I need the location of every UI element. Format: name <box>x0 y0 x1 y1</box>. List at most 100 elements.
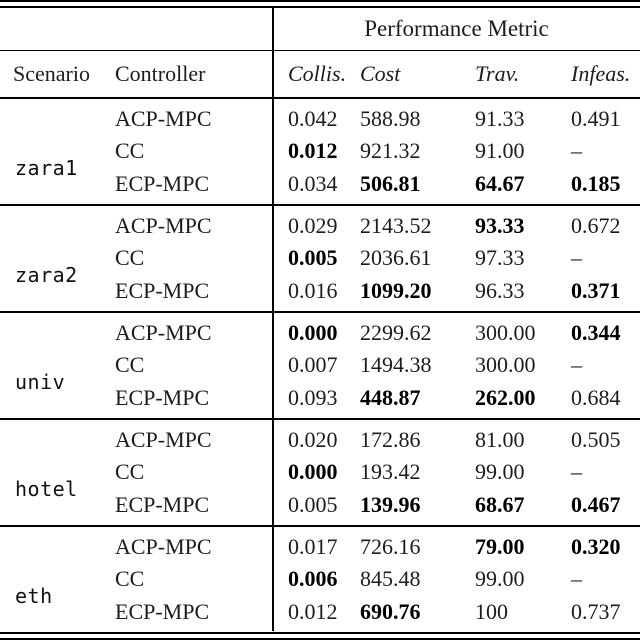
controller-name: CC <box>115 566 145 592</box>
scenario-label: univ <box>15 370 66 394</box>
cost-value: 506.81 <box>360 170 421 196</box>
controller-name: ECP-MPC <box>115 170 210 196</box>
trav-value: 93.33 <box>475 212 525 238</box>
scenario-label: eth <box>15 584 53 608</box>
cost-value: 448.87 <box>360 384 421 410</box>
rule-after-hotel <box>0 525 640 527</box>
infeas-value: 0.505 <box>571 426 621 452</box>
collis-value: 0.029 <box>288 212 338 238</box>
infeas-value: 0.737 <box>571 598 621 624</box>
collis-value: 0.012 <box>288 138 338 164</box>
scenario-block-hotel: hotel ACP-MPC 0.020 172.86 81.00 0.505 C… <box>0 419 640 526</box>
trav-value: 99.00 <box>475 566 525 592</box>
infeas-value: 0.371 <box>571 277 621 303</box>
rule-after-zara2 <box>0 311 640 313</box>
infeas-value: 0.344 <box>571 319 621 345</box>
rule-below-column-headers <box>0 96 640 99</box>
trav-value: 99.00 <box>475 459 525 485</box>
rule-after-univ <box>0 418 640 420</box>
scenario-label: zara1 <box>15 156 78 180</box>
collis-value: 0.020 <box>288 426 338 452</box>
table-row: ACP-MPC 0.020 172.86 81.00 0.505 <box>0 424 640 457</box>
table-bottom-rule-outer <box>0 637 640 640</box>
table-top-rule-outer <box>0 0 640 3</box>
trav-value: 91.00 <box>475 138 525 164</box>
cost-value: 1099.20 <box>360 277 432 303</box>
collis-value: 0.005 <box>288 245 338 271</box>
controller-name: ECP-MPC <box>115 277 210 303</box>
collis-value: 0.016 <box>288 277 338 303</box>
collis-value: 0.042 <box>288 105 338 131</box>
group-header-label: Performance Metric <box>364 16 549 41</box>
trav-value: 68.67 <box>475 491 525 517</box>
scenario-rows: ACP-MPC 0.000 2299.62 300.00 0.344 CC 0.… <box>0 312 640 419</box>
vertical-divider <box>272 8 274 632</box>
cost-value: 2299.62 <box>360 319 432 345</box>
scenario-block-eth: eth ACP-MPC 0.017 726.16 79.00 0.320 CC … <box>0 526 640 633</box>
trav-value: 262.00 <box>475 384 536 410</box>
cost-value: 726.16 <box>360 533 421 559</box>
table-row: ECP-MPC 0.005 139.96 68.67 0.467 <box>0 489 640 522</box>
trav-value: 300.00 <box>475 352 536 378</box>
scenario-rows: ACP-MPC 0.017 726.16 79.00 0.320 CC 0.00… <box>0 526 640 633</box>
table-row: CC 0.005 2036.61 97.33 – <box>0 242 640 275</box>
trav-value: 97.33 <box>475 245 525 271</box>
column-header-row: Scenario Controller Collis. Cost Trav. I… <box>0 51 640 96</box>
col-header-trav: Trav. <box>475 60 520 86</box>
scenario-label: hotel <box>15 477 78 501</box>
cost-value: 2143.52 <box>360 212 432 238</box>
scenario-rows: ACP-MPC 0.020 172.86 81.00 0.505 CC 0.00… <box>0 419 640 526</box>
table-row: CC 0.000 193.42 99.00 – <box>0 456 640 489</box>
scenario-block-univ: univ ACP-MPC 0.000 2299.62 300.00 0.344 … <box>0 312 640 419</box>
scenario-rows: ACP-MPC 0.029 2143.52 93.33 0.672 CC 0.0… <box>0 205 640 312</box>
table-row: CC 0.007 1494.38 300.00 – <box>0 349 640 382</box>
infeas-value: 0.491 <box>571 105 621 131</box>
controller-name: ACP-MPC <box>115 212 212 238</box>
infeas-value: – <box>571 459 582 485</box>
infeas-value: 0.672 <box>571 212 621 238</box>
infeas-value: – <box>571 138 582 164</box>
cost-value: 690.76 <box>360 598 421 624</box>
cost-value: 193.42 <box>360 459 421 485</box>
controller-name: ACP-MPC <box>115 319 212 345</box>
table-row: CC 0.012 921.32 91.00 – <box>0 135 640 168</box>
collis-value: 0.034 <box>288 170 338 196</box>
scenario-rows: ACP-MPC 0.042 588.98 91.33 0.491 CC 0.01… <box>0 98 640 205</box>
table-row: ACP-MPC 0.000 2299.62 300.00 0.344 <box>0 317 640 350</box>
table-top-rule-inner <box>0 6 640 9</box>
table-row: ECP-MPC 0.093 448.87 262.00 0.684 <box>0 382 640 415</box>
collis-value: 0.093 <box>288 384 338 410</box>
table-row: ACP-MPC 0.029 2143.52 93.33 0.672 <box>0 210 640 243</box>
cost-value: 845.48 <box>360 566 421 592</box>
col-header-cost: Cost <box>360 60 401 86</box>
infeas-value: 0.185 <box>571 170 621 196</box>
col-header-scenario: Scenario <box>13 60 90 86</box>
controller-name: ACP-MPC <box>115 105 212 131</box>
table-row: ACP-MPC 0.017 726.16 79.00 0.320 <box>0 531 640 564</box>
controller-name: ACP-MPC <box>115 426 212 452</box>
controller-name: CC <box>115 245 145 271</box>
rule-after-zara1 <box>0 204 640 206</box>
trav-value: 64.67 <box>475 170 525 196</box>
trav-value: 300.00 <box>475 319 536 345</box>
table-row: ECP-MPC 0.012 690.76 100 0.737 <box>0 596 640 629</box>
cost-value: 588.98 <box>360 105 421 131</box>
col-header-controller: Controller <box>115 60 206 86</box>
trav-value: 100 <box>475 598 508 624</box>
controller-name: ECP-MPC <box>115 384 210 410</box>
table-row: CC 0.006 845.48 99.00 – <box>0 563 640 596</box>
trav-value: 81.00 <box>475 426 525 452</box>
cost-value: 921.32 <box>360 138 421 164</box>
collis-value: 0.006 <box>288 566 338 592</box>
collis-value: 0.005 <box>288 491 338 517</box>
cost-value: 2036.61 <box>360 245 432 271</box>
cost-value: 139.96 <box>360 491 421 517</box>
scenario-block-zara2: zara2 ACP-MPC 0.029 2143.52 93.33 0.672 … <box>0 205 640 312</box>
infeas-value: 0.320 <box>571 533 621 559</box>
controller-name: ACP-MPC <box>115 533 212 559</box>
table-row: ECP-MPC 0.016 1099.20 96.33 0.371 <box>0 275 640 308</box>
scenario-block-zara1: zara1 ACP-MPC 0.042 588.98 91.33 0.491 C… <box>0 98 640 205</box>
table-row: ECP-MPC 0.034 506.81 64.67 0.185 <box>0 168 640 201</box>
trav-value: 79.00 <box>475 533 525 559</box>
